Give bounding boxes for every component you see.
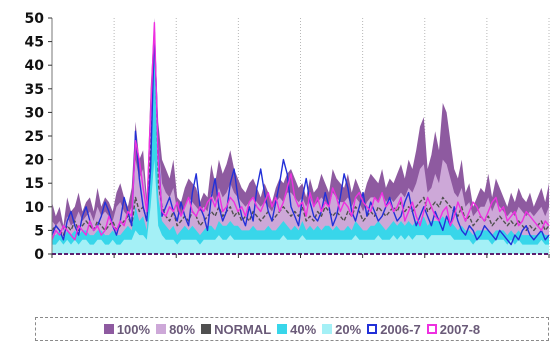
legend: 100% 80% NORMAL 40% 20% 2006-7 2007-8: [35, 317, 549, 341]
y-tick-label: 10: [25, 200, 45, 216]
legend-label: 80%: [169, 321, 196, 337]
y-tick-label: 40: [25, 58, 45, 74]
legend-label: 20%: [335, 321, 362, 337]
y-tick-label: 0: [34, 247, 44, 263]
y-tick-label: 5: [34, 223, 44, 239]
y-tick-label: 50: [25, 11, 45, 27]
legend-swatch: [201, 324, 212, 334]
legend-label: 2006-7: [380, 321, 421, 337]
y-tick-label: 15: [25, 176, 44, 192]
legend-swatch: [277, 324, 288, 334]
legend-swatch: [156, 324, 167, 334]
series-area-80%: [52, 27, 549, 255]
legend-swatch: [322, 324, 333, 334]
legend-item: NORMAL: [201, 322, 271, 337]
series-layer: [51, 18, 550, 255]
axis-layer: 0 5 10 15 20 25 30 35 40 45 50: [25, 11, 550, 263]
legend-item: 100%: [103, 321, 151, 337]
legend-swatch: [367, 324, 378, 334]
y-tick-label: 20: [25, 153, 45, 169]
legend-item: 40%: [277, 322, 316, 337]
legend-label: 40%: [290, 321, 317, 337]
y-tick-label: 25: [25, 129, 44, 145]
y-tick-label: 30: [25, 105, 45, 121]
y-tick-label: 45: [25, 35, 44, 51]
legend-item: 2007-8: [426, 321, 481, 337]
legend-item: 20%: [322, 322, 361, 337]
series-line-2007-8: [51, 22, 550, 241]
legend-item: 2006-7: [367, 321, 421, 337]
legend-label: 2007-8: [439, 321, 481, 337]
legend-item: 80%: [156, 322, 195, 337]
y-tick-label: 35: [25, 82, 44, 98]
legend-swatch: [426, 324, 437, 334]
legend-label: 100%: [116, 321, 151, 337]
legend-swatch: [103, 324, 114, 334]
legend-label: NORMAL: [214, 321, 272, 337]
chart-area: 0 5 10 15 20 25 30 35 40 45 50: [25, 11, 550, 263]
series-area-20%: [52, 159, 549, 254]
